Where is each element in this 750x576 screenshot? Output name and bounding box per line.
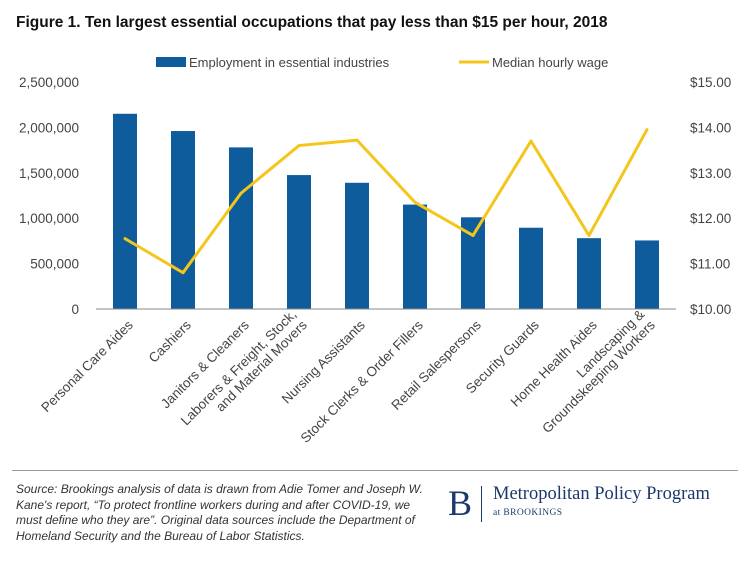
wage-point [181, 271, 185, 275]
brookings-logo: B Metropolitan Policy Program at BROOKIN… [448, 480, 738, 530]
left-tick-label: 0 [71, 302, 79, 317]
legend: Employment in essential industries Media… [156, 55, 608, 70]
wage-point [123, 237, 127, 241]
bar [113, 113, 137, 309]
left-tick-label: 2,500,000 [19, 75, 79, 90]
source-note: Source: Brookings analysis of data is dr… [16, 482, 423, 543]
bar [519, 227, 543, 309]
wage-point [529, 139, 533, 143]
logo-divider [481, 486, 482, 522]
bar [403, 204, 427, 309]
wage-point [587, 233, 591, 237]
legend-label-wage: Median hourly wage [492, 55, 608, 70]
wage-point [471, 233, 475, 237]
chart: Employment in essential industries Media… [19, 55, 731, 446]
logo-letter: B [448, 483, 473, 523]
bar [229, 147, 253, 309]
category-label: Stock Clerks & Order Fillers [298, 317, 427, 446]
right-tick-label: $13.00 [690, 166, 731, 181]
logo-name: Metropolitan Policy Program [493, 484, 710, 504]
right-tick-label: $15.00 [690, 75, 731, 90]
left-tick-label: 1,500,000 [19, 166, 79, 181]
right-axis: $10.00 $11.00 $12.00 $13.00 $14.00 $15.00 [690, 75, 731, 317]
wage-point [645, 128, 649, 132]
category-label: Personal Care Aides [38, 317, 136, 415]
right-tick-label: $11.00 [690, 257, 730, 272]
bar [171, 131, 195, 309]
logo-sub: at BROOKINGS [493, 508, 563, 518]
right-tick-label: $12.00 [690, 211, 731, 226]
left-tick-label: 2,000,000 [19, 120, 79, 135]
wage-point [297, 144, 301, 148]
left-tick-label: 1,000,000 [19, 211, 79, 226]
bar [577, 238, 601, 309]
divider [12, 470, 738, 471]
wage-point [239, 191, 243, 195]
legend-label-employment: Employment in essential industries [189, 55, 390, 70]
bar [345, 182, 369, 309]
right-tick-label: $14.00 [690, 120, 731, 135]
legend-swatch-employment [156, 57, 186, 67]
left-axis: 0 500,000 1,000,000 1,500,000 2,000,000 2,500… [19, 75, 79, 317]
category-label: Cashiers [146, 317, 194, 365]
bars [113, 113, 659, 309]
wage-point [413, 200, 417, 204]
left-tick-label: 500,000 [30, 257, 79, 272]
wage-point [355, 138, 359, 142]
wage-polyline [124, 128, 649, 275]
wage-line [123, 128, 649, 275]
right-tick-label: $10.00 [690, 302, 731, 317]
bar [287, 175, 311, 309]
bar [635, 240, 659, 309]
chart-title: Figure 1. Ten largest essential occupati… [16, 14, 608, 31]
